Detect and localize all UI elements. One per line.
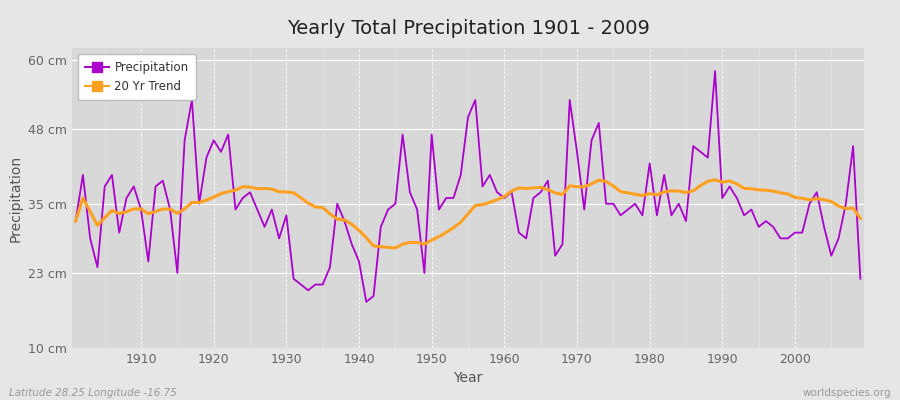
Text: Latitude 28.25 Longitude -16.75: Latitude 28.25 Longitude -16.75 [9,388,177,398]
Title: Yearly Total Precipitation 1901 - 2009: Yearly Total Precipitation 1901 - 2009 [286,19,650,38]
Legend: Precipitation, 20 Yr Trend: Precipitation, 20 Yr Trend [78,54,195,100]
X-axis label: Year: Year [454,372,482,386]
Y-axis label: Precipitation: Precipitation [9,154,22,242]
Text: worldspecies.org: worldspecies.org [803,388,891,398]
